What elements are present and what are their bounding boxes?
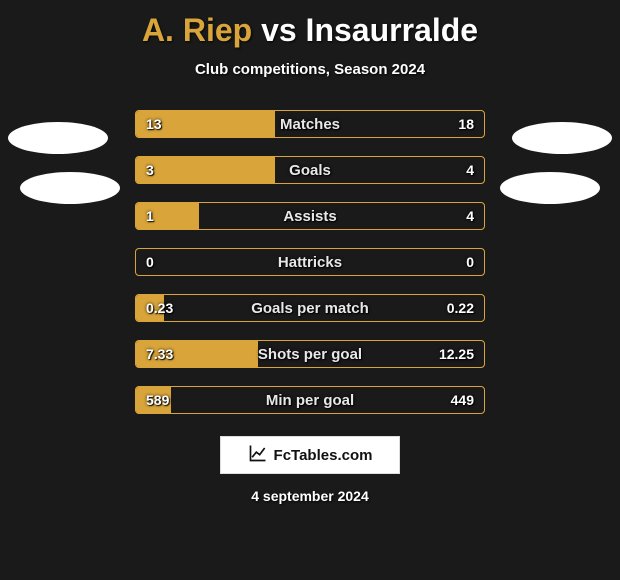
- stat-value-left: 0.23: [136, 295, 183, 321]
- date-label: 4 september 2024: [0, 488, 620, 504]
- stat-row: 1318Matches: [135, 110, 485, 138]
- stat-label: Min per goal: [136, 387, 484, 413]
- player2-flag-placeholder: [500, 172, 600, 204]
- stat-value-left: 0: [136, 249, 164, 275]
- vs-label: vs: [261, 12, 297, 48]
- stat-value-right: 12.25: [429, 341, 484, 367]
- stat-row: 34Goals: [135, 156, 485, 184]
- stat-value-left: 1: [136, 203, 164, 229]
- stat-label: Hattricks: [136, 249, 484, 275]
- player2-avatar-placeholder: [512, 122, 612, 154]
- stat-value-right: 4: [456, 157, 484, 183]
- player1-flag-placeholder: [20, 172, 120, 204]
- stat-row: 14Assists: [135, 202, 485, 230]
- stat-value-right: 0.22: [437, 295, 484, 321]
- player1-name: A. Riep: [142, 12, 252, 48]
- stat-value-left: 13: [136, 111, 172, 137]
- stat-rows: 1318Matches34Goals14Assists00Hattricks0.…: [135, 110, 485, 414]
- stat-value-right: 18: [448, 111, 484, 137]
- stat-value-right: 0: [456, 249, 484, 275]
- stat-value-left: 3: [136, 157, 164, 183]
- subtitle: Club competitions, Season 2024: [0, 61, 620, 78]
- stat-row: 0 0Hattricks: [135, 248, 485, 276]
- stat-value-left: 7.33: [136, 341, 183, 367]
- comparison-title: A. Riep vs Insaurralde: [0, 0, 620, 49]
- brand-text: FcTables.com: [274, 447, 373, 464]
- stat-row: 0.23 0.22Goals per match: [135, 294, 485, 322]
- stat-value-left: 589: [136, 387, 179, 413]
- brand-box: FcTables.com: [220, 436, 400, 474]
- chart-icon: [248, 443, 268, 468]
- stat-value-right: 449: [441, 387, 484, 413]
- stat-label: Goals per match: [136, 295, 484, 321]
- player2-name: Insaurralde: [306, 12, 479, 48]
- stat-value-right: 4: [456, 203, 484, 229]
- player1-avatar-placeholder: [8, 122, 108, 154]
- stat-row: 7.3312.25Shots per goal: [135, 340, 485, 368]
- stat-row: 589 449Min per goal: [135, 386, 485, 414]
